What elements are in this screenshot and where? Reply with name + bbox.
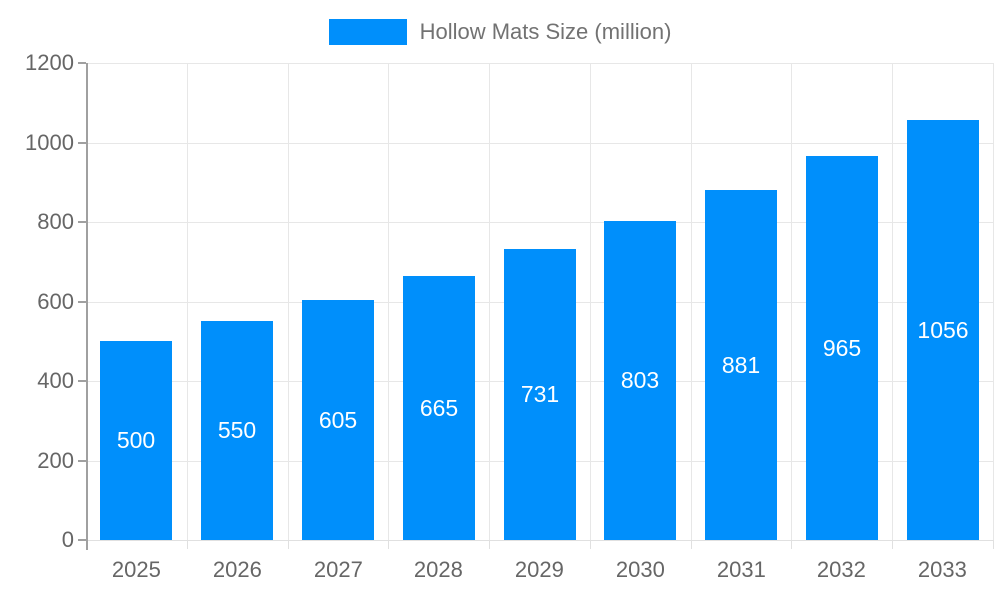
gridline-horizontal xyxy=(86,222,993,223)
bar[interactable]: 605 xyxy=(302,300,374,540)
y-axis-line xyxy=(86,63,88,550)
y-axis-tick-label: 1000 xyxy=(25,130,74,155)
x-axis-tick xyxy=(892,540,893,549)
gridline-vertical xyxy=(993,63,994,540)
bar[interactable]: 665 xyxy=(403,276,475,540)
x-axis-tick xyxy=(791,540,792,549)
gridline-vertical xyxy=(892,63,893,540)
x-axis-tick xyxy=(187,540,188,549)
x-axis-tick xyxy=(489,540,490,549)
y-axis-tick xyxy=(78,301,86,303)
gridline-vertical xyxy=(791,63,792,540)
bar-value-label: 500 xyxy=(116,427,156,453)
bar[interactable]: 550 xyxy=(201,321,273,540)
gridline-vertical xyxy=(590,63,591,540)
gridline-vertical xyxy=(388,63,389,540)
bar-value-label: 881 xyxy=(721,351,761,378)
bar-value-label: 731 xyxy=(520,381,560,407)
bar-value-label: 1056 xyxy=(917,316,969,343)
bar[interactable]: 881 xyxy=(705,190,777,540)
gridline-vertical xyxy=(489,63,490,540)
x-axis-category-label: 2033 xyxy=(917,557,967,582)
x-axis-category-label: 2026 xyxy=(212,557,262,582)
x-axis-category-label: 2025 xyxy=(111,557,161,582)
y-axis-tick xyxy=(78,539,86,541)
y-axis-tick xyxy=(78,62,86,64)
y-axis-tick xyxy=(78,380,86,382)
gridline-vertical xyxy=(691,63,692,540)
bar[interactable]: 731 xyxy=(504,249,576,540)
y-axis-tick xyxy=(78,142,86,144)
x-axis-category-label: 2027 xyxy=(313,557,363,582)
bar[interactable]: 965 xyxy=(806,156,878,540)
x-axis-tick xyxy=(691,540,692,549)
y-axis-tick xyxy=(78,460,86,462)
x-axis-category-label: 2031 xyxy=(716,557,766,582)
bar-value-label: 605 xyxy=(318,406,358,433)
gridline-horizontal xyxy=(86,143,993,144)
x-axis-tick xyxy=(288,540,289,549)
bar-value-label: 665 xyxy=(419,394,459,421)
x-axis-category-label: 2030 xyxy=(615,557,665,582)
x-axis-category-label: 2029 xyxy=(514,557,564,582)
gridline-vertical xyxy=(187,63,188,540)
bar-value-label: 550 xyxy=(217,417,257,443)
bar-value-label: 803 xyxy=(620,367,660,393)
gridline-horizontal xyxy=(86,540,993,541)
bar-value-label: 965 xyxy=(822,334,862,361)
x-axis-tick xyxy=(993,540,994,549)
x-axis-tick xyxy=(590,540,591,549)
bar[interactable]: 1056 xyxy=(907,120,979,540)
legend-label: Hollow Mats Size (million) xyxy=(419,19,672,44)
y-axis-tick-label: 800 xyxy=(37,209,74,234)
y-axis-tick-label: 600 xyxy=(37,289,74,314)
y-axis-tick-label: 0 xyxy=(61,527,74,552)
legend-swatch-icon xyxy=(328,19,407,45)
x-axis-category-label: 2032 xyxy=(816,557,866,582)
y-axis-tick-label: 200 xyxy=(37,448,74,473)
y-axis-tick-label: 400 xyxy=(37,368,74,393)
legend[interactable]: Hollow Mats Size (million) xyxy=(0,14,1000,50)
y-axis-tick xyxy=(78,221,86,223)
x-axis-category-label: 2028 xyxy=(413,557,463,582)
bar[interactable]: 500 xyxy=(100,341,172,540)
gridline-vertical xyxy=(288,63,289,540)
y-axis-tick-label: 1200 xyxy=(25,50,74,75)
x-axis-tick xyxy=(388,540,389,549)
bar[interactable]: 803 xyxy=(604,221,676,540)
gridline-horizontal xyxy=(86,63,993,64)
